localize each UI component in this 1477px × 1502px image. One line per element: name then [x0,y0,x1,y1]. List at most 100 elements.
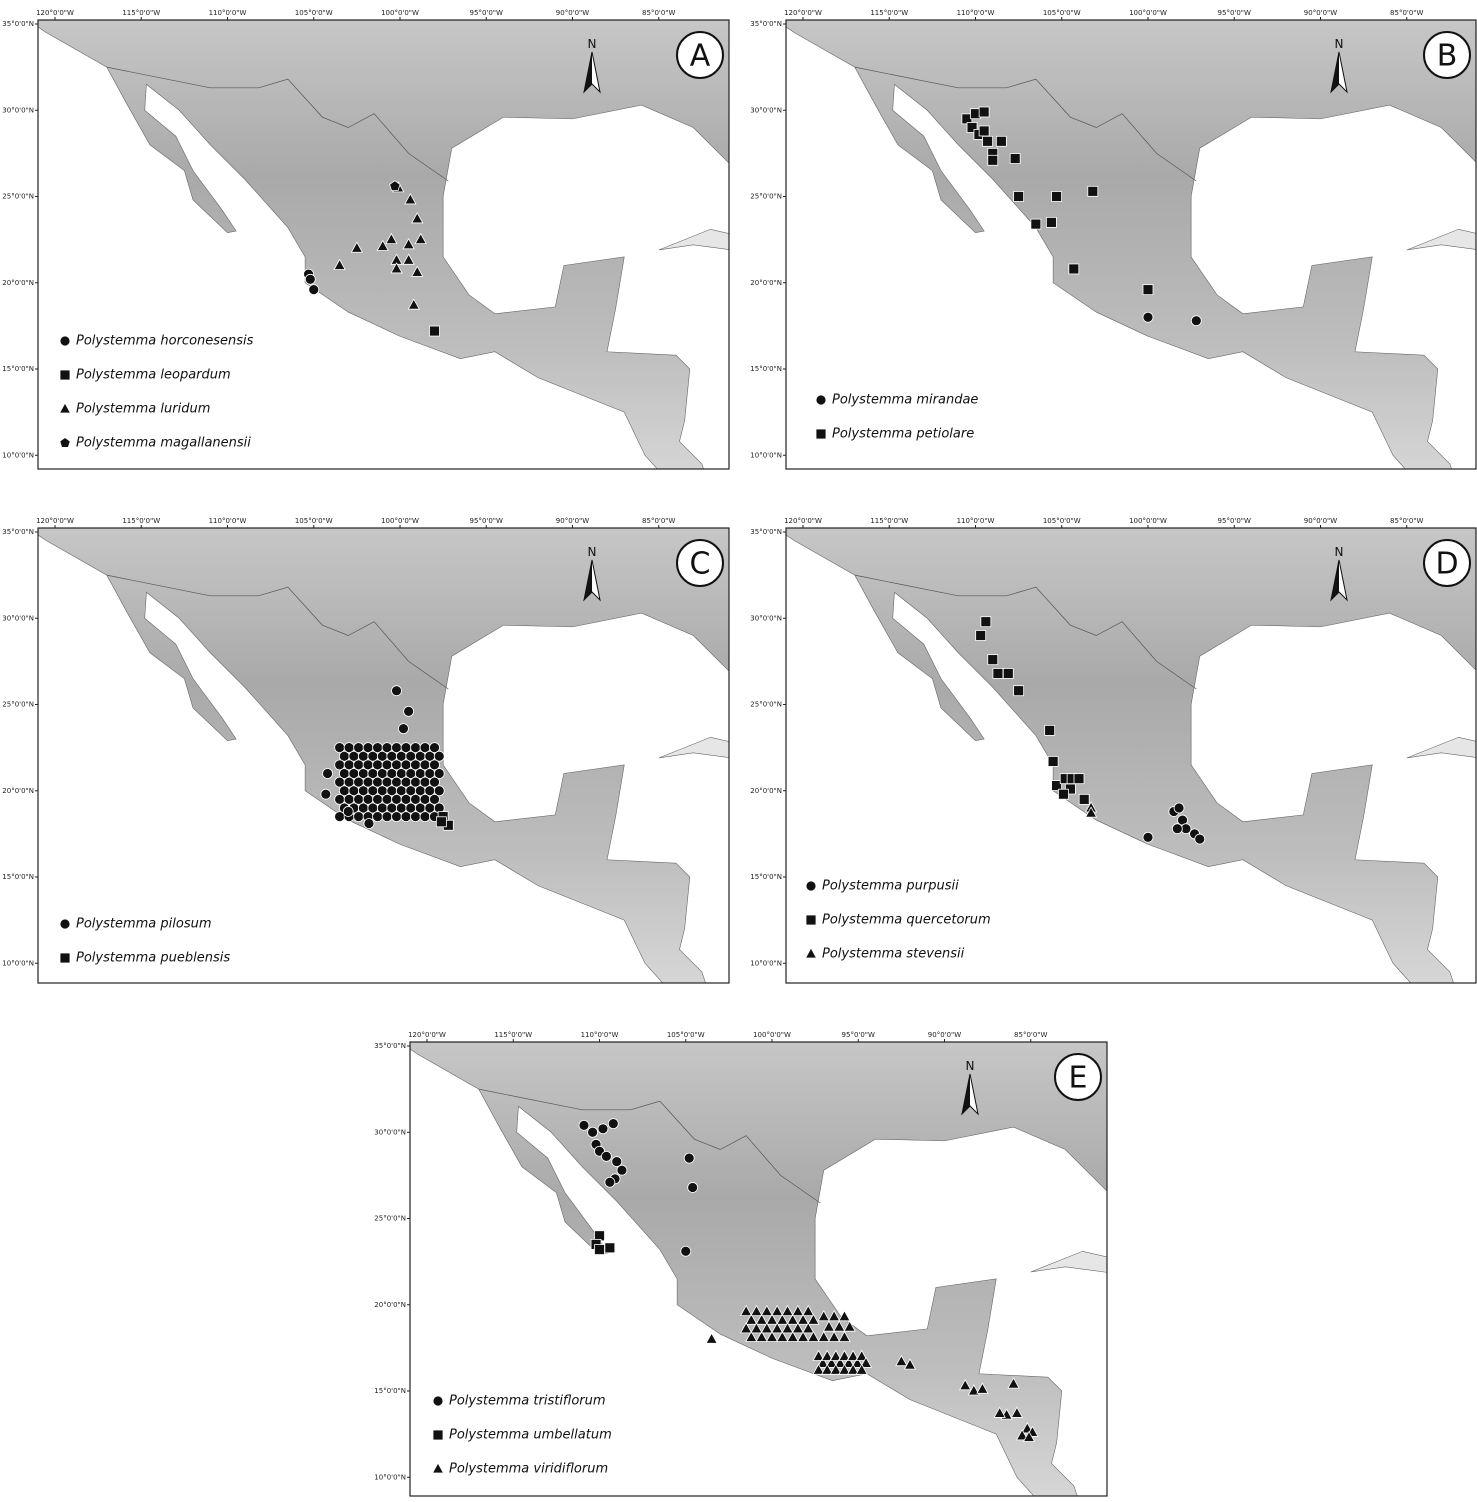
panel-letter: D [1435,547,1458,582]
marker-triangle [846,1363,860,1375]
latitude-label: 25°0'0"N [750,701,782,709]
longitude-label: 95°0'0"W [842,1031,875,1039]
marker-circle [683,1152,695,1164]
map-panel: 120°0'0"W 115°0'0"W 110°0'0"W 105°0'0"W 100°… [2,517,730,984]
legend-entry: Polystemma purpusii [822,879,959,894]
marker-triangle [851,1356,864,1368]
marker-triangle [1015,1429,1029,1441]
marker-triangle [765,1330,779,1342]
latitude-label: 20°0'0"N [2,787,34,795]
marker-triangle [1007,1377,1020,1389]
panel-letter-ring [1054,1053,1102,1101]
marker-triangle [802,1322,815,1334]
marker-triangle [802,1304,815,1317]
marker-triangle [807,1313,820,1325]
marker-circle [320,788,332,800]
longitude-label: 100°0'0"W [1129,517,1167,525]
marker-square [987,154,999,166]
marker-square [995,135,1007,147]
marker-square [1087,185,1099,197]
latitude-label: 15°0'0"N [750,365,782,373]
marker-pentagon [59,437,71,448]
legend-entry: Polystemma quercetorum [822,913,991,928]
north-label: N [588,37,597,51]
marker-triangle [770,1322,784,1334]
marker-circle [1142,831,1154,843]
latitude-label: 30°0'0"N [2,614,34,622]
panel-frame [37,19,730,470]
marker-triangle [414,232,427,245]
marker-circle [1190,315,1202,327]
island [1406,228,1476,251]
panel-letter: C [690,547,711,582]
longitude-label: 120°0'0"W [784,517,822,525]
latitude-label: 35°0'0"N [750,528,782,536]
latitude-label: 20°0'0"N [374,1301,406,1309]
marker-square [59,369,71,381]
marker-triangle [827,1330,841,1342]
border [106,574,449,690]
marker-triangle [750,1304,763,1317]
marker-square [604,1242,616,1254]
longitude-label: 85°0'0"W [642,9,675,17]
marker-square [1047,756,1059,767]
border [854,574,1197,690]
latitude-label: 10°0'0"N [2,451,34,459]
marker-triangle [816,1356,830,1368]
panel-frame [37,527,730,984]
marker-triangle [829,1363,843,1375]
panel-letter: B [1437,39,1458,74]
longitude-label: 105°0'0"W [295,9,333,17]
marker-circle [342,806,354,817]
marker-circle [607,1118,619,1130]
marker-triangle [791,1322,805,1334]
legend-entry: Polystemma horconesensis [76,334,254,349]
panel-letter-ring [1423,539,1471,587]
latitude-label: 35°0'0"N [2,20,34,28]
map-body [786,20,1476,469]
marker-triangle [765,1313,779,1325]
marker-circle [381,811,393,823]
longitude-label: 90°0'0"W [928,1031,961,1039]
marker-circle [363,818,375,829]
island [1030,1250,1107,1273]
marker-circle [432,1395,444,1407]
marker-square [1046,216,1057,228]
marker-circle [1173,802,1185,814]
longitude-label: 90°0'0"W [1304,517,1337,525]
map-body [38,20,729,469]
longitude-label: 110°0'0"W [957,9,995,17]
land [410,1042,1107,1496]
land [786,20,1476,469]
panel-letter-ring [1423,31,1471,79]
legend-entry: Polystemma magallanensii [76,436,251,451]
marker-triangle [407,298,420,310]
legend-entry: Polystemma pueblensis [76,951,230,966]
marker-triangle [843,1320,856,1332]
longitude-label: 110°0'0"W [209,9,247,17]
marker-circle [578,1119,590,1131]
marker-triangle [760,1322,774,1334]
marker-circle [429,776,440,788]
latitude-label: 10°0'0"N [2,959,34,967]
marker-triangle [739,1322,753,1334]
marker-circle [403,706,415,717]
panel-frame [785,19,1477,470]
marker-triangle [825,1356,838,1368]
longitude-label: 85°0'0"W [1014,1031,1047,1039]
marker-square [594,1244,605,1255]
marker-square [435,816,447,828]
longitude-label: 105°0'0"W [667,1031,705,1039]
marker-triangle [976,1382,989,1394]
legend-entry: Polystemma tristiflorum [449,1394,606,1409]
island [658,736,729,759]
marker-circle [429,793,440,805]
longitude-label: 100°0'0"W [381,517,419,525]
marker-triangle [833,1320,846,1332]
marker-triangle [817,1309,830,1322]
longitude-label: 95°0'0"W [1218,517,1251,525]
marker-circle [680,1245,692,1257]
longitude-label: 115°0'0"W [122,517,160,525]
marker-triangle [781,1304,794,1317]
